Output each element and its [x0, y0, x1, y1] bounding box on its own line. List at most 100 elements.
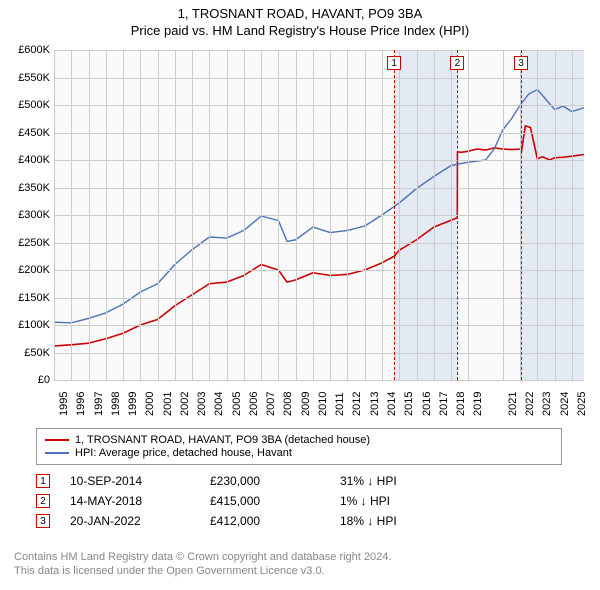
series-hpi	[54, 90, 584, 323]
plot-area: 1 2 3	[54, 50, 584, 380]
sale-date: 20-JAN-2022	[70, 514, 190, 528]
gridline-v	[192, 50, 193, 380]
x-tick-label: 2012	[351, 392, 363, 416]
gridline-v	[140, 50, 141, 380]
sale-index-box: 3	[36, 514, 50, 528]
gridline-h	[54, 188, 584, 189]
title-block: 1, TROSNANT ROAD, HAVANT, PO9 3BA Price …	[0, 0, 600, 38]
gridline-v	[123, 50, 124, 380]
legend-swatch-property	[45, 439, 69, 441]
y-tick-label: £100K	[0, 319, 50, 331]
legend-swatch-hpi	[45, 452, 69, 454]
title-line-1: 1, TROSNANT ROAD, HAVANT, PO9 3BA	[0, 6, 600, 21]
y-tick-label: £600K	[0, 44, 50, 56]
gridline-v	[503, 50, 504, 380]
y-tick-label: £450K	[0, 127, 50, 139]
sale-price: £415,000	[210, 494, 320, 508]
gridline-v	[330, 50, 331, 380]
sale-marker-line	[521, 50, 522, 380]
y-tick-label: £150K	[0, 292, 50, 304]
x-tick-label: 2016	[421, 392, 433, 416]
y-tick-label: £0	[0, 374, 50, 386]
legend-item-property: 1, TROSNANT ROAD, HAVANT, PO9 3BA (detac…	[45, 434, 553, 446]
gridline-v	[89, 50, 90, 380]
gridline-v	[209, 50, 210, 380]
gridline-h	[54, 243, 584, 244]
x-tick-label: 1998	[110, 392, 122, 416]
y-axis: £0£50K£100K£150K£200K£250K£300K£350K£400…	[0, 50, 52, 380]
y-tick-label: £200K	[0, 264, 50, 276]
gridline-v	[537, 50, 538, 380]
y-tick-label: £500K	[0, 99, 50, 111]
gridline-v	[434, 50, 435, 380]
gridline-v	[71, 50, 72, 380]
x-tick-label: 2009	[300, 392, 312, 416]
sale-marker-box: 2	[450, 56, 464, 70]
sales-row: 110-SEP-2014£230,00031% ↓ HPI	[36, 474, 562, 488]
gridline-v	[296, 50, 297, 380]
x-tick-label: 2011	[334, 392, 346, 416]
x-tick-label: 2010	[317, 392, 329, 416]
gridline-v	[106, 50, 107, 380]
x-tick-label: 2025	[576, 392, 588, 416]
sale-index-box: 2	[36, 494, 50, 508]
gridline-v	[227, 50, 228, 380]
x-tick-label: 2015	[403, 392, 415, 416]
legend-label-hpi: HPI: Average price, detached house, Hava…	[75, 447, 292, 459]
gridline-h	[54, 270, 584, 271]
gridline-v	[417, 50, 418, 380]
gridline-v	[399, 50, 400, 380]
sale-marker-line	[457, 50, 458, 380]
sale-hpi-diff: 31% ↓ HPI	[340, 474, 460, 488]
x-tick-label: 2017	[438, 392, 450, 416]
x-tick-label: 2018	[455, 392, 467, 416]
y-tick-label: £250K	[0, 237, 50, 249]
footer-line-2: This data is licensed under the Open Gov…	[14, 564, 391, 578]
gridline-v	[468, 50, 469, 380]
gridline-h	[54, 325, 584, 326]
sale-marker-box: 3	[514, 56, 528, 70]
x-tick-label: 1999	[127, 392, 139, 416]
sale-marker-line	[394, 50, 395, 380]
gridline-h	[54, 160, 584, 161]
x-tick-label: 2003	[196, 392, 208, 416]
x-tick-label: 2022	[524, 392, 536, 416]
legend: 1, TROSNANT ROAD, HAVANT, PO9 3BA (detac…	[36, 428, 562, 465]
gridline-v	[261, 50, 262, 380]
sale-date: 10-SEP-2014	[70, 474, 190, 488]
x-tick-label: 2021	[507, 392, 519, 416]
gridline-h	[54, 298, 584, 299]
gridline-v	[54, 50, 55, 380]
gridline-v	[158, 50, 159, 380]
title-line-2: Price paid vs. HM Land Registry's House …	[0, 23, 600, 38]
sale-hpi-diff: 18% ↓ HPI	[340, 514, 460, 528]
y-tick-label: £300K	[0, 209, 50, 221]
gridline-h	[54, 215, 584, 216]
chart-container: 1, TROSNANT ROAD, HAVANT, PO9 3BA Price …	[0, 0, 600, 590]
series-property	[54, 126, 584, 346]
x-tick-label: 2019	[472, 392, 484, 416]
y-tick-label: £550K	[0, 72, 50, 84]
sale-price: £412,000	[210, 514, 320, 528]
sale-marker-box: 1	[387, 56, 401, 70]
x-tick-label: 2005	[231, 392, 243, 416]
x-tick-label: 1997	[93, 392, 105, 416]
sale-date: 14-MAY-2018	[70, 494, 190, 508]
gridline-h	[54, 50, 584, 51]
gridline-v	[244, 50, 245, 380]
x-tick-label: 2004	[213, 392, 225, 416]
x-tick-label: 2002	[179, 392, 191, 416]
gridline-h	[54, 380, 584, 381]
sales-row: 214-MAY-2018£415,0001% ↓ HPI	[36, 494, 562, 508]
sale-price: £230,000	[210, 474, 320, 488]
legend-item-hpi: HPI: Average price, detached house, Hava…	[45, 447, 553, 459]
x-tick-label: 2024	[559, 392, 571, 416]
gridline-v	[572, 50, 573, 380]
x-tick-label: 2014	[386, 392, 398, 416]
x-tick-label: 2001	[162, 392, 174, 416]
gridline-h	[54, 133, 584, 134]
x-tick-label: 2008	[282, 392, 294, 416]
y-tick-label: £350K	[0, 182, 50, 194]
gridline-h	[54, 78, 584, 79]
footer: Contains HM Land Registry data © Crown c…	[14, 550, 391, 579]
